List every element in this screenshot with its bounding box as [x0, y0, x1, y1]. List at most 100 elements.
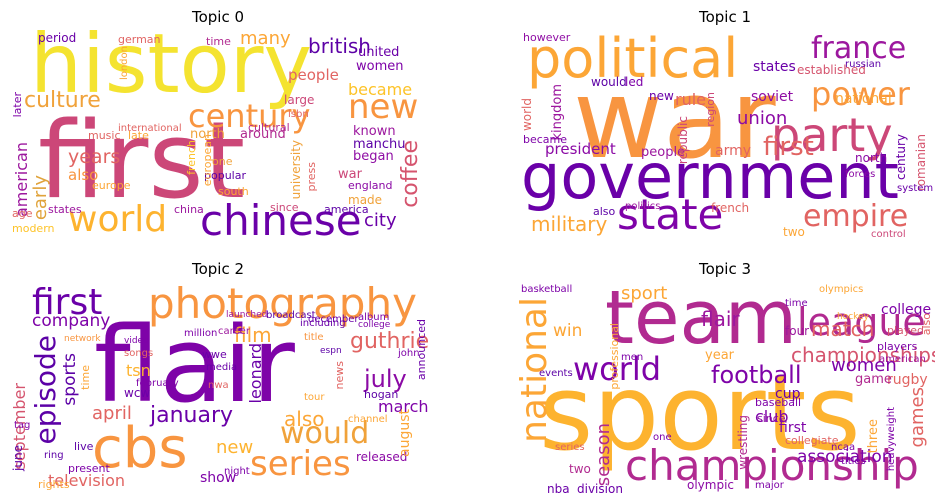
word: women — [831, 355, 897, 376]
word: china — [174, 203, 204, 216]
topic-0-title: Topic 0 — [191, 8, 245, 26]
word: series — [555, 442, 585, 453]
word: culture — [24, 88, 101, 113]
word: media — [206, 362, 238, 373]
word: show — [200, 470, 237, 486]
word: nwa — [208, 380, 229, 391]
word: period — [38, 31, 77, 45]
word: guthrie — [350, 329, 428, 354]
word: present — [68, 462, 110, 475]
word: city — [364, 210, 397, 231]
word: television — [48, 471, 126, 490]
word: sports — [539, 352, 861, 474]
topic-2-title: Topic 2 — [191, 260, 245, 278]
word: ring — [44, 450, 64, 461]
word: olympic — [687, 478, 735, 492]
word: first — [32, 283, 103, 323]
word: flair — [701, 307, 740, 331]
word: game — [855, 372, 892, 387]
word: played — [887, 324, 925, 337]
word: time — [206, 35, 231, 48]
word: late — [128, 129, 149, 142]
word: cultural — [248, 121, 290, 134]
word: european — [201, 134, 214, 187]
word: league — [797, 300, 926, 344]
word: july — [364, 365, 407, 393]
word: january — [150, 403, 234, 428]
word: also — [284, 407, 325, 431]
word: association — [797, 447, 893, 467]
word: known — [353, 124, 396, 139]
word: three — [866, 419, 881, 454]
word: army — [715, 143, 752, 159]
word: university — [289, 140, 303, 200]
word: four — [785, 324, 810, 338]
word: however — [523, 31, 571, 44]
word: age — [12, 207, 33, 220]
word: london — [119, 46, 130, 81]
word: soviet — [751, 89, 794, 105]
word: national — [835, 91, 892, 107]
word: south — [218, 185, 249, 198]
word: baseball — [755, 396, 802, 409]
word: system — [897, 183, 934, 194]
word: ncaa — [831, 442, 856, 453]
word: players — [877, 340, 918, 353]
word: club — [755, 407, 789, 426]
word: women — [356, 59, 404, 74]
word: championships — [791, 343, 935, 367]
word: europe — [92, 179, 131, 192]
word: hockey — [837, 312, 869, 322]
word: new — [216, 437, 254, 458]
word: including — [300, 318, 346, 329]
topic-1-wordcloud: war government political party state pow… — [515, 30, 935, 240]
word: june — [11, 445, 25, 471]
word: year — [705, 348, 735, 363]
word: songs — [124, 348, 154, 359]
word: world — [573, 350, 662, 388]
word: launched — [226, 310, 268, 320]
word: sport — [621, 283, 668, 304]
word: new — [348, 87, 419, 127]
word: titles — [841, 456, 866, 467]
word: professional — [608, 323, 621, 390]
word: espn — [320, 346, 342, 356]
word: time — [79, 365, 92, 390]
word: album — [358, 312, 390, 323]
word: international — [118, 123, 182, 134]
word: people — [288, 66, 339, 84]
word: flair — [94, 304, 295, 426]
topic-3-wordcloud: sports team championship national league… — [515, 283, 935, 493]
word: division — [577, 482, 623, 493]
word: control — [871, 229, 906, 240]
word: north — [190, 127, 225, 142]
word: august — [397, 409, 413, 457]
word: john — [398, 348, 420, 359]
word: december — [308, 314, 359, 325]
topic-1-title: Topic 1 — [698, 8, 752, 26]
word: season — [593, 423, 614, 487]
word: isbn — [288, 109, 309, 120]
topic-3-title: Topic 3 — [698, 260, 752, 278]
word: republic — [676, 116, 690, 165]
word: state — [617, 190, 724, 239]
word: one — [653, 432, 672, 443]
word: party — [771, 108, 893, 162]
word: episode — [29, 335, 62, 445]
word: states — [753, 59, 796, 75]
word: two — [569, 462, 591, 476]
word: politics — [625, 201, 661, 212]
word: empire — [803, 199, 909, 234]
word: became — [523, 133, 568, 146]
word: union — [737, 108, 788, 129]
word: first — [763, 132, 814, 162]
topic-2-wordcloud: flair photography cbs first episode seri… — [8, 283, 428, 493]
word: people — [641, 145, 686, 160]
word: events — [539, 368, 573, 379]
word: released — [356, 450, 408, 464]
word: since — [757, 412, 786, 425]
word: sports — [60, 353, 80, 406]
word: wrestling — [736, 415, 750, 470]
word: first — [779, 420, 807, 436]
word: tour — [304, 392, 325, 403]
